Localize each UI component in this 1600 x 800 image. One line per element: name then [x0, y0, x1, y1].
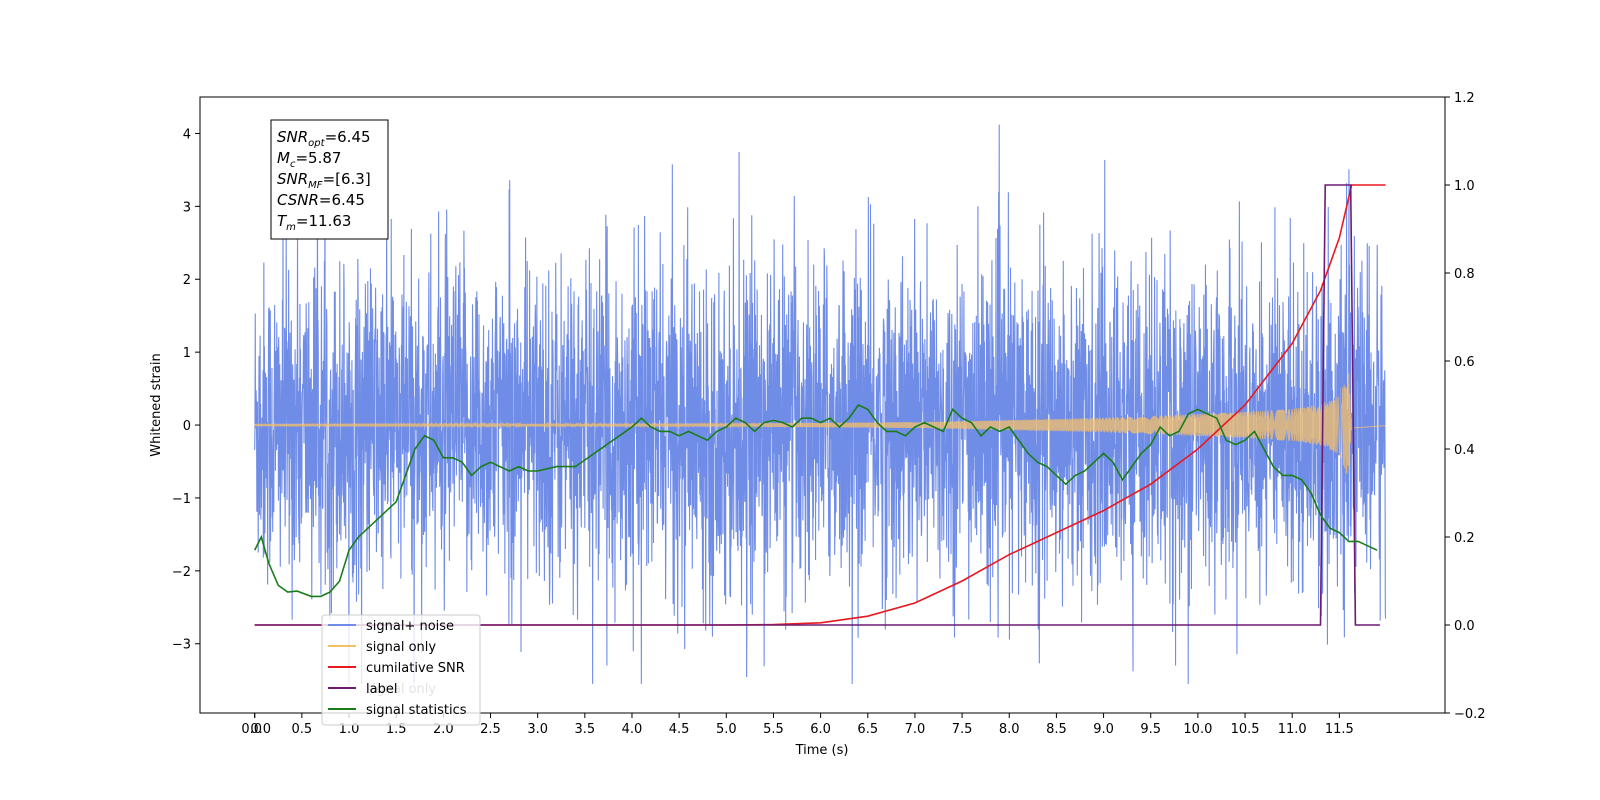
x-tick-label: 7.0 [905, 722, 926, 737]
x-tick-label: 2.5 [480, 722, 501, 737]
y-tick-label: −1 [172, 492, 191, 507]
legend-entry: signal only [366, 640, 436, 655]
y-tick-label: 0 [183, 419, 191, 434]
x-tick-label: 4.5 [669, 722, 690, 737]
x-tick-label: 7.5 [952, 722, 973, 737]
x-tick-label: 11.0 [1278, 722, 1307, 737]
y2-tick-label: 0.8 [1454, 267, 1475, 282]
x-tick-label: 6.0 [810, 722, 831, 737]
y2-tick-label: 1.0 [1454, 179, 1475, 194]
legend-ghost-text: signal only [366, 682, 436, 697]
x-tick-label: 6.5 [857, 722, 878, 737]
legend: signal only signal+ noise signal only cumil… [321, 614, 481, 726]
y-tick-label: 4 [183, 127, 191, 142]
y-axis: −3 −2 −1 0 1 2 3 4 [172, 127, 200, 653]
x-tick-label: 0.0 [241, 722, 262, 737]
x-tick-label: 0.5 [292, 722, 313, 737]
legend-frame [321, 614, 481, 726]
annotation-line: SNRMF=[6.3] [277, 170, 371, 191]
x-tick-label: 3.5 [574, 722, 595, 737]
annotation-line: Tm=11.63 [277, 212, 351, 233]
x-tick-label: 10.5 [1231, 722, 1260, 737]
y2-tick-label: 1.2 [1454, 91, 1475, 106]
x-tick-label: 3.0 [527, 722, 548, 737]
legend-entry: signal+ noise [366, 619, 454, 634]
y-axis-label: Whitened strain [149, 353, 164, 456]
x-tick-label: 1.0 [339, 722, 360, 737]
x-tick-label: 5.5 [763, 722, 784, 737]
y2-axis: −0.2 0.0 0.2 0.4 0.6 0.8 1.0 1.2 [1445, 91, 1486, 722]
x-tick-label: 2.0 [433, 722, 454, 737]
x-tick-label: 8.5 [1046, 722, 1067, 737]
annotation-line: Mc=5.87 [277, 149, 341, 170]
x-tick-label: 4.0 [622, 722, 643, 737]
y2-tick-label: 0.2 [1454, 531, 1475, 546]
y-tick-label: 3 [183, 200, 191, 215]
series-signal-only-line [254, 373, 1386, 475]
y-tick-label: 1 [183, 346, 191, 361]
series-signal-noise-line [254, 124, 1387, 684]
plot-frame [199, 96, 1446, 714]
x-tick-label: 1.5 [386, 722, 407, 737]
y-tick-label: 2 [183, 273, 191, 288]
x-axis: 0.00.0 0.5 1.0 1.5 2.0 2.5 3.0 3.5 4.0 4.5 5.0 5.5 6… [241, 713, 1354, 737]
series-signal-statistics-line [253, 403, 1378, 598]
legend-entry: label [366, 682, 397, 697]
x-tick-label: 11.5 [1325, 722, 1354, 737]
x-tick-label: 10.0 [1183, 722, 1212, 737]
series-layer [253, 124, 1387, 684]
y-tick-label: −2 [172, 565, 191, 580]
y-tick-label: −3 [172, 638, 191, 653]
series-label-line [254, 184, 1380, 626]
annotation-line: SNRopt=6.45 [277, 128, 371, 149]
legend-entry: cumilative SNR [366, 661, 465, 676]
legend-entry: signal statistics [366, 703, 467, 718]
x-tick-label: 8.0 [999, 722, 1020, 737]
y2-tick-label: −0.2 [1454, 707, 1486, 722]
x-tick-label: 9.0 [1093, 722, 1114, 737]
x-tick-label: 5.0 [716, 722, 737, 737]
y2-tick-label: 0.4 [1454, 443, 1475, 458]
y2-tick-label: 0.6 [1454, 355, 1475, 370]
annotation-line: CSNR=6.45 [277, 191, 365, 209]
x-axis-label: Time (s) [795, 743, 849, 758]
x-tick-label: 9.5 [1140, 722, 1161, 737]
y2-tick-label: 0.0 [1454, 619, 1475, 634]
x-tick-label: 0.0 [250, 722, 271, 737]
annotation-frame [270, 119, 389, 240]
